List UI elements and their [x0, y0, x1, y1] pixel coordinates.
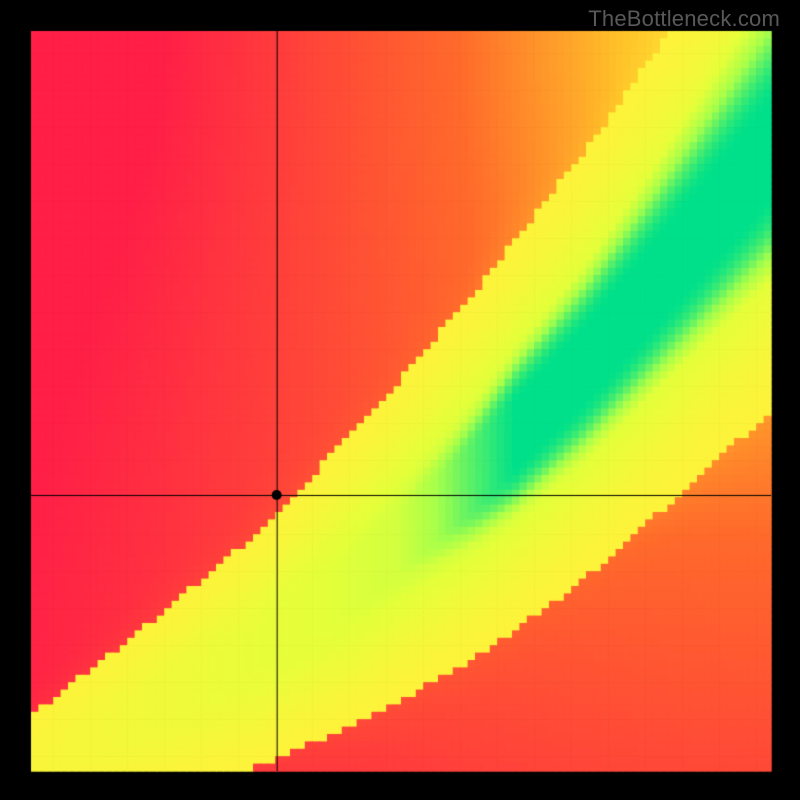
watermark-text: TheBottleneck.com	[588, 6, 780, 32]
chart-container: TheBottleneck.com	[0, 0, 800, 800]
heatmap-canvas	[0, 0, 800, 800]
